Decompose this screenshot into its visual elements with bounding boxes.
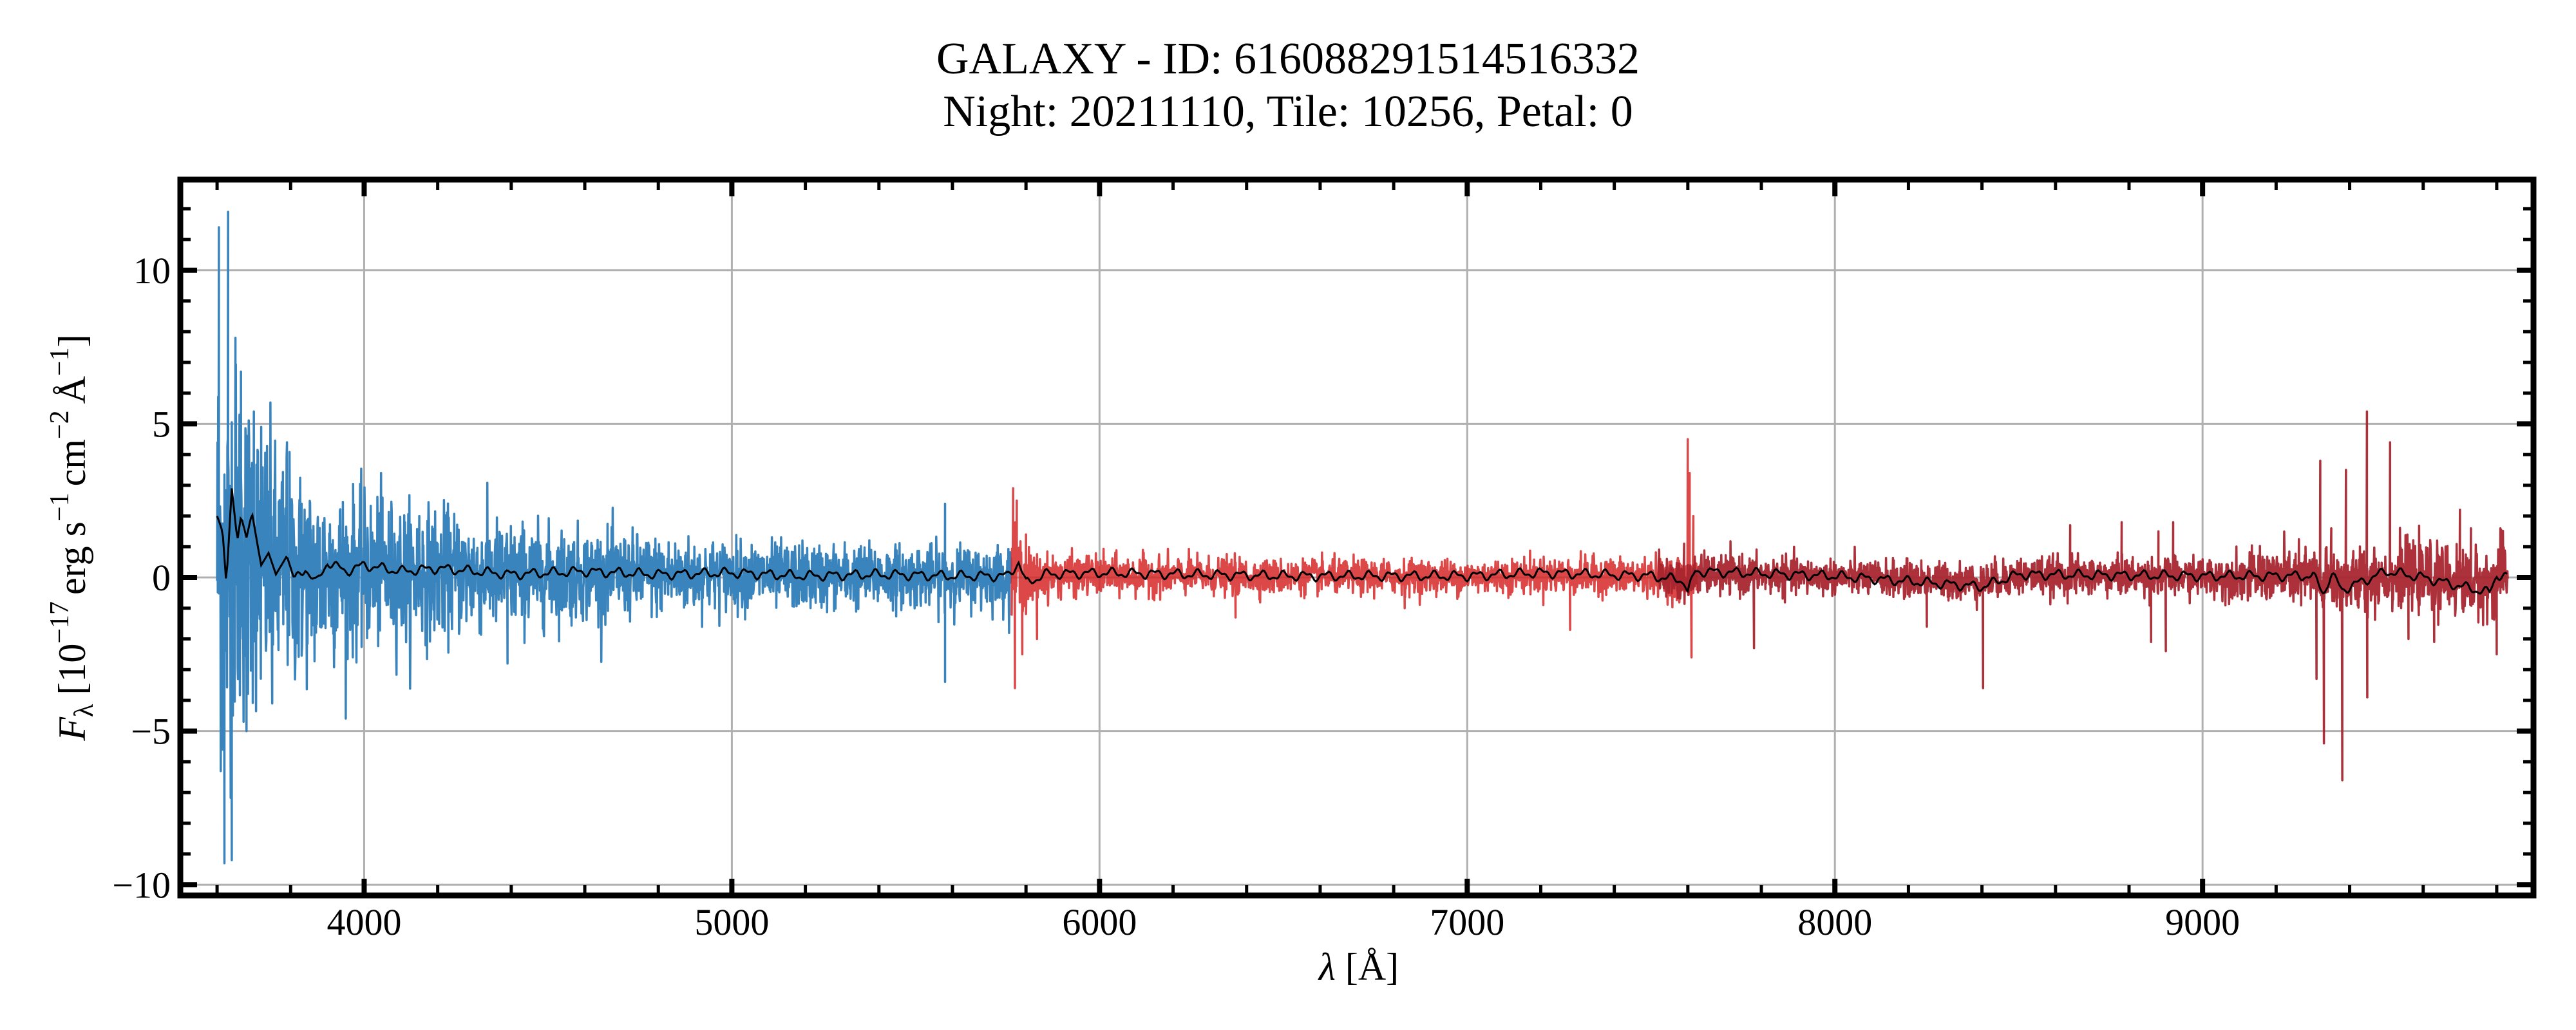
spectrum-series xyxy=(216,211,2509,865)
x-tick-label: 9000 xyxy=(2165,901,2240,943)
y-axis-label: Fλ[10−17erg s−1cm−2Å−1] xyxy=(45,334,99,741)
figure-title-line-1: GALAXY - ID: 616088291514516332 xyxy=(936,34,1640,84)
grid-lines xyxy=(180,180,2533,895)
y-tick-label: 10 xyxy=(133,250,171,292)
x-tick-label: 7000 xyxy=(1430,901,1504,943)
b-arm-flux-line xyxy=(216,211,1013,865)
y-tick-label: −5 xyxy=(131,711,171,753)
x-axis-label: λ [Å] xyxy=(1318,946,1399,988)
y-tick-label: −10 xyxy=(112,864,171,906)
x-tick-label: 4000 xyxy=(327,901,401,943)
r-arm-flux-line xyxy=(1010,438,1698,689)
x-tick-labels: 4000 5000 6000 7000 8000 9000 xyxy=(327,901,2240,943)
axis-ticks xyxy=(180,180,2533,895)
x-tick-label: 5000 xyxy=(694,901,769,943)
y-tick-label: 0 xyxy=(152,557,171,599)
x-tick-label: 8000 xyxy=(1797,901,1872,943)
x-tick-label: 6000 xyxy=(1062,901,1137,943)
model-line xyxy=(216,488,2508,595)
y-tick-label: 5 xyxy=(152,403,171,445)
figure-title-line-2: Night: 20211110, Tile: 10256, Petal: 0 xyxy=(943,87,1633,136)
y-tick-labels: −10 −5 0 5 10 xyxy=(112,250,171,906)
axes-frame xyxy=(177,176,2537,899)
z-arm-flux-line xyxy=(1657,410,2509,782)
